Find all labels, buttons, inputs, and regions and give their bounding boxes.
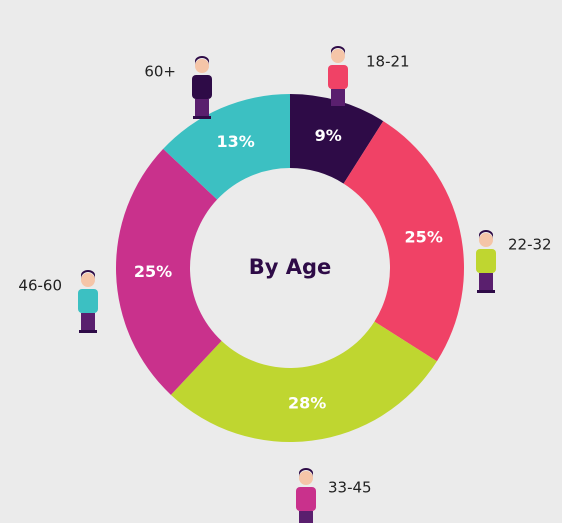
category-label: 60+ <box>144 63 176 81</box>
icon-feet <box>79 330 97 333</box>
icon-head <box>331 49 345 63</box>
icon-legs <box>299 511 313 523</box>
icon-head <box>81 273 95 287</box>
value-label: 13% <box>216 132 254 151</box>
icon-head <box>299 471 313 485</box>
icon-feet <box>329 106 347 109</box>
category-label: 18-21 <box>366 53 410 71</box>
category-label: 33-45 <box>328 479 372 497</box>
person-icon <box>296 468 316 523</box>
icon-legs <box>81 313 95 331</box>
icon-legs <box>479 273 493 291</box>
chart-title: By Age <box>249 255 332 279</box>
icon-feet <box>477 290 495 293</box>
icon-head <box>479 233 493 247</box>
value-label: 9% <box>315 126 342 145</box>
icon-body <box>296 487 316 511</box>
icon-legs <box>331 89 345 107</box>
icon-body <box>328 65 348 89</box>
category-label: 46-60 <box>18 277 62 295</box>
icon-legs <box>195 99 209 117</box>
chart: 9% 18-21 25% 22-32 28% 33-45 25% 46-60 13% 60+ By … <box>0 0 562 523</box>
icon-body <box>476 249 496 273</box>
icon-body <box>192 75 212 99</box>
value-label: 25% <box>134 262 172 281</box>
icon-body <box>78 289 98 313</box>
value-label: 25% <box>405 228 443 247</box>
value-label: 28% <box>288 393 326 412</box>
icon-head <box>195 59 209 73</box>
icon-feet <box>193 116 211 119</box>
category-label: 22-32 <box>508 236 552 254</box>
